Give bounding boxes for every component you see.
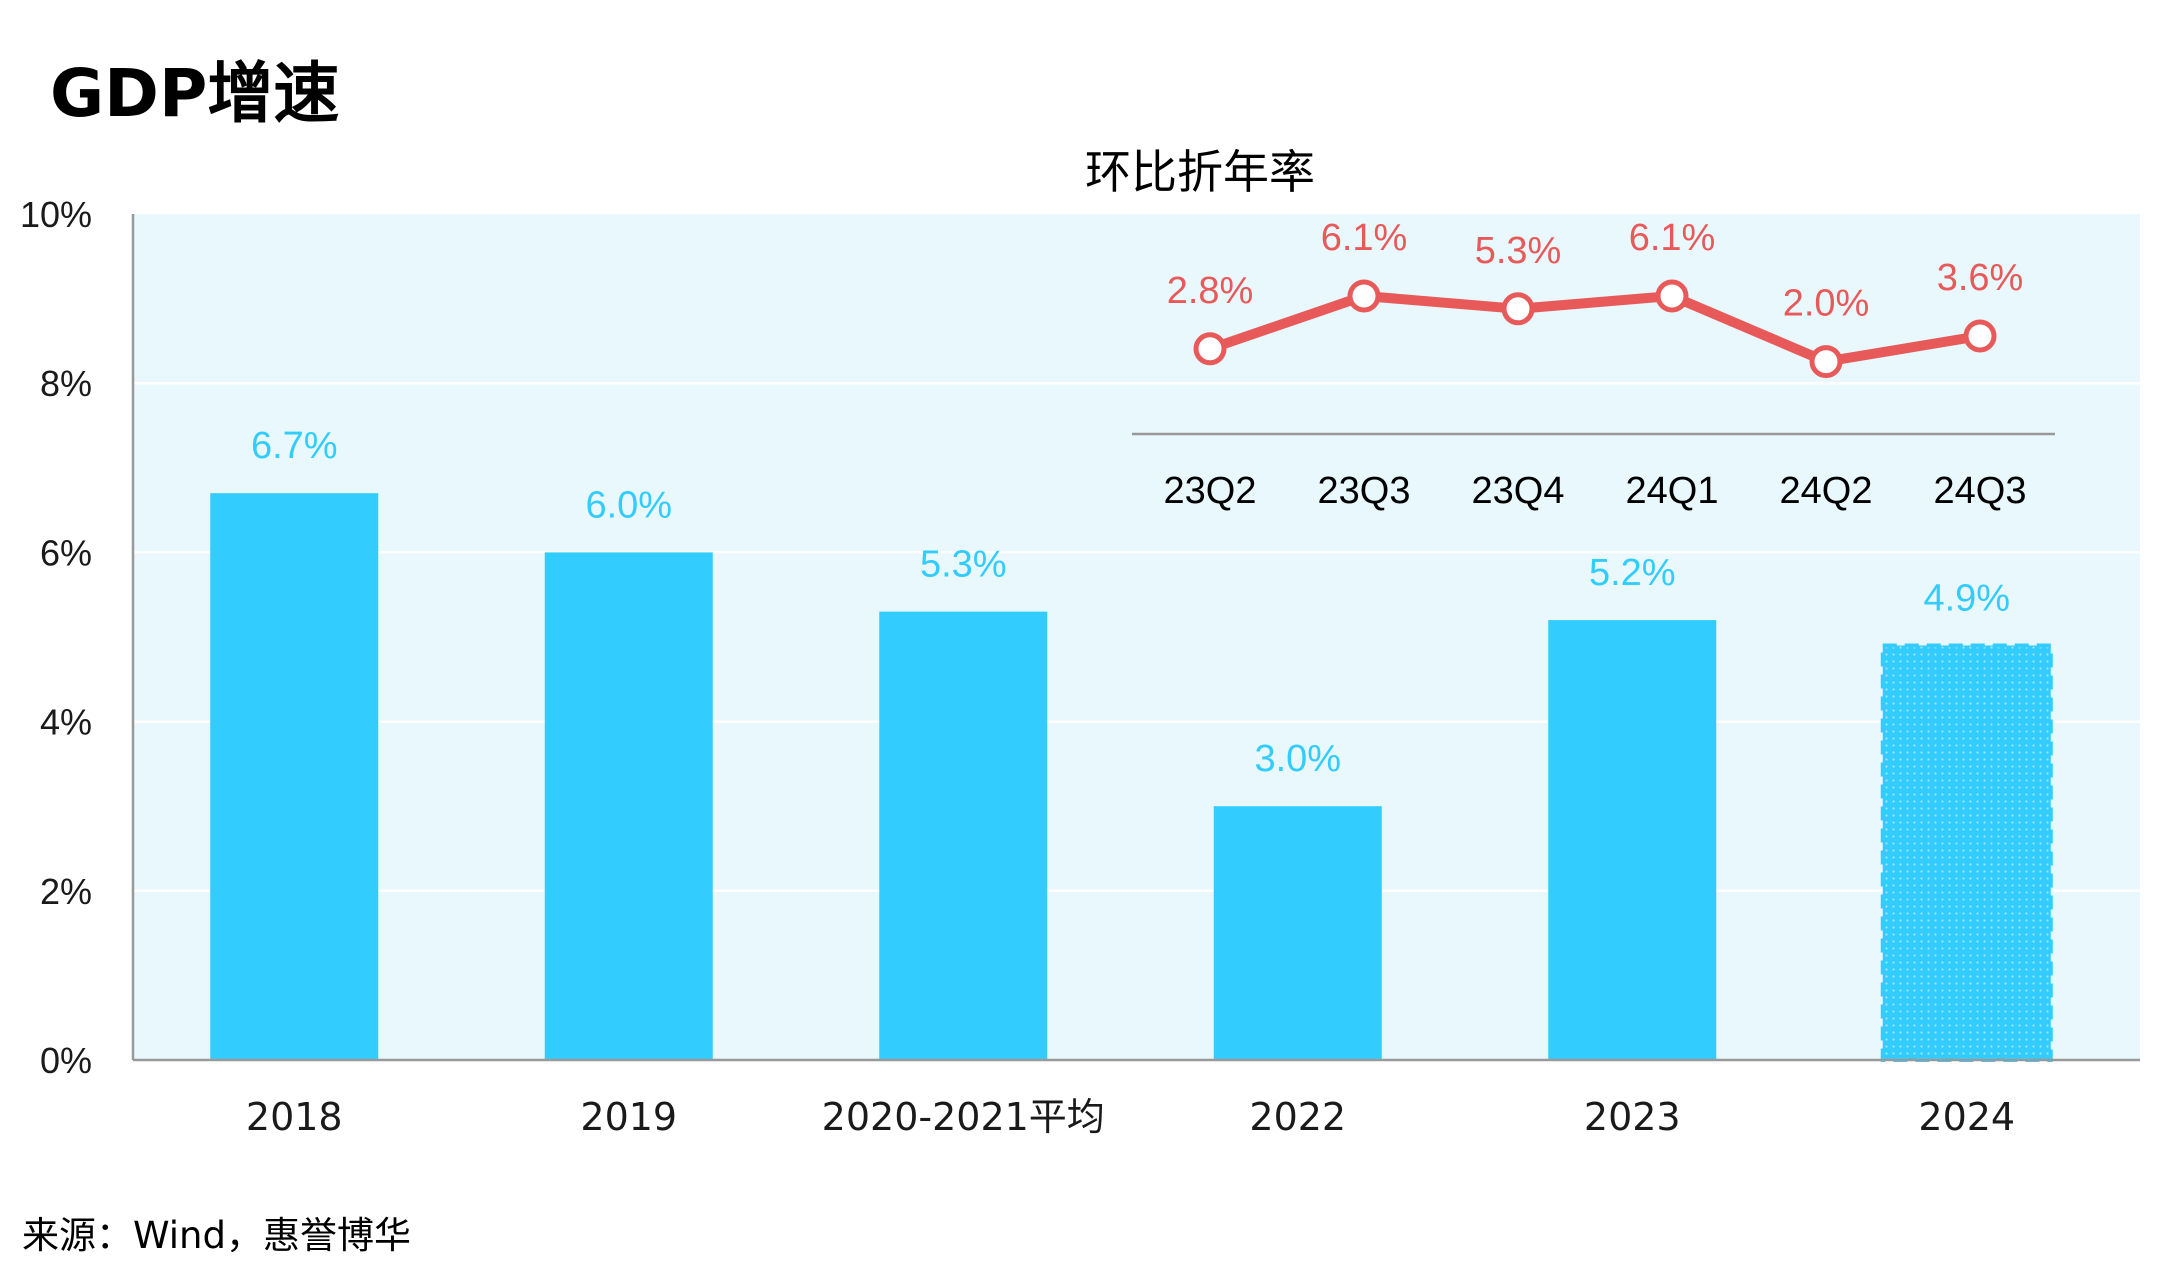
grid-lines (133, 381, 2140, 893)
y-tick-label: 0% (40, 1040, 92, 1081)
inset-point-24Q2 (1809, 345, 1843, 379)
bar-value-label: 3.0% (1254, 738, 1341, 780)
inset-x-tick-label: 23Q4 (1472, 470, 1565, 512)
inset-line-chart: 环比折年率 23Q2 23Q3 23Q4 24Q1 24Q2 24Q3 2.8% 6.1% 5… (1085, 145, 2055, 512)
y-tick-label: 6% (40, 532, 92, 573)
x-tick-label: 2020-2021平均 (822, 1095, 1105, 1139)
bars: 6.7% 6.0% 5.3% 3.0% 5.2% 4.9% (210, 425, 2053, 1063)
y-tick-label: 2% (40, 871, 92, 912)
inset-point-23Q4 (1501, 292, 1535, 326)
bar-2024 (1880, 643, 2053, 1063)
y-tick-label: 4% (40, 702, 92, 743)
plot-area (133, 214, 2140, 1060)
inset-point-23Q2 (1193, 332, 1227, 366)
inset-x-tick-label: 24Q3 (1934, 470, 2027, 512)
inset-point-24Q1 (1655, 279, 1689, 313)
inset-series: 2.8% 6.1% 5.3% 6.1% 2.0% 3.6% (1167, 217, 2024, 379)
inset-title: 环比折年率 (1085, 145, 1315, 199)
x-tick-label: 2024 (1918, 1095, 2015, 1139)
inset-value-label: 2.0% (1783, 283, 1870, 325)
inset-x-ticks: 23Q2 23Q3 23Q4 24Q1 24Q2 24Q3 (1164, 470, 2027, 512)
chart-title: GDP增速 (50, 55, 340, 132)
x-tick-label: 2023 (1584, 1095, 1681, 1139)
bar-2023 (1548, 620, 1717, 1060)
bar-value-label: 5.3% (920, 544, 1007, 586)
bar-value-label: 4.9% (1923, 577, 2010, 619)
bar-2022 (1213, 806, 1382, 1060)
inset-value-label: 6.1% (1321, 217, 1408, 259)
x-tick-label: 2022 (1249, 1095, 1346, 1139)
inset-value-label: 2.8% (1167, 270, 1254, 312)
inset-value-label: 5.3% (1475, 230, 1562, 272)
inset-x-tick-label: 23Q2 (1164, 470, 1257, 512)
inset-value-label: 6.1% (1629, 217, 1716, 259)
inset-x-tick-label: 23Q3 (1318, 470, 1411, 512)
x-axis-ticks: 2018 2019 2020-2021平均 2022 2023 2024 (246, 1095, 2015, 1139)
x-tick-label: 2018 (246, 1095, 343, 1139)
y-axis-ticks: 0% 2% 4% 6% 8% 10% (20, 194, 92, 1081)
y-tick-label: 8% (40, 363, 92, 404)
inset-series-line (1208, 291, 1981, 367)
bar-2018 (210, 493, 379, 1060)
bar-2019 (544, 552, 713, 1060)
bar-2020-2021平均 (879, 611, 1048, 1060)
bar-value-label: 6.7% (251, 425, 338, 467)
bar-value-label: 6.0% (585, 484, 672, 526)
bar-value-label: 5.2% (1589, 552, 1676, 594)
x-tick-label: 2019 (580, 1095, 677, 1139)
inset-x-tick-label: 24Q2 (1780, 470, 1873, 512)
inset-point-24Q3 (1963, 319, 1997, 353)
y-tick-label: 10% (20, 194, 92, 235)
inset-value-label: 3.6% (1937, 257, 2024, 299)
source-note: 来源：Wind，惠誉博华 (22, 1214, 411, 1257)
inset-x-tick-label: 24Q1 (1626, 470, 1719, 512)
inset-point-23Q3 (1347, 279, 1381, 313)
